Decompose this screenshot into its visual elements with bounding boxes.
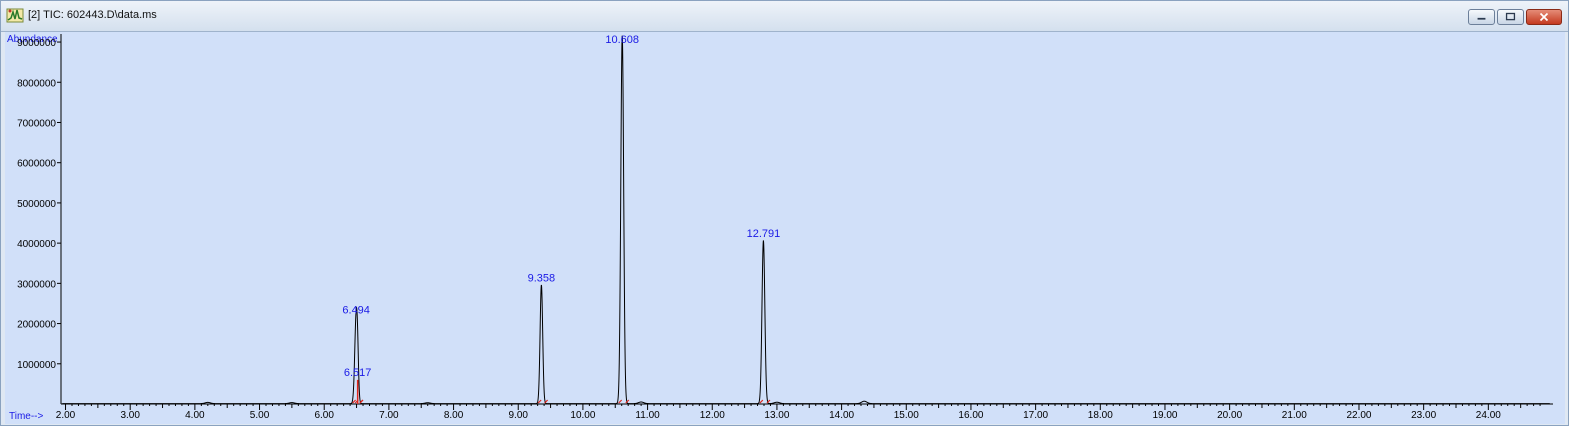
peak-label[interactable]: 6.517 (344, 367, 372, 379)
x-tick-label: 15.00 (894, 410, 919, 421)
integration-mark (625, 399, 630, 404)
x-tick-label: 13.00 (764, 410, 789, 421)
x-tick-label: 2.00 (56, 410, 76, 421)
y-tick-label: 2000000 (17, 320, 56, 331)
x-tick-label: 9.00 (509, 410, 529, 421)
x-tick-label: 20.00 (1217, 410, 1242, 421)
minimize-button[interactable] (1468, 9, 1495, 25)
y-tick-label: 3000000 (17, 279, 56, 290)
tic-trace (62, 35, 1550, 405)
y-tick-label: 4000000 (17, 239, 56, 250)
minimize-icon (1477, 17, 1486, 20)
maximize-button[interactable] (1497, 9, 1524, 25)
x-tick-label: 22.00 (1346, 410, 1371, 421)
x-tick-label: 19.00 (1152, 410, 1177, 421)
y-axis-label: Abundance (7, 34, 58, 45)
window-title: [2] TIC: 602443.D\data.ms (28, 9, 157, 21)
x-tick-label: 17.00 (1023, 410, 1048, 421)
x-tick-label: 5.00 (250, 410, 270, 421)
y-tick-label: 6000000 (17, 159, 56, 170)
axes (60, 34, 1553, 405)
y-tick-label: 7000000 (17, 118, 56, 129)
x-axis-label: Time--> (9, 411, 44, 422)
peak-label[interactable]: 6.494 (342, 305, 370, 317)
x-tick-label: 3.00 (120, 410, 140, 421)
integration-mark (537, 399, 542, 404)
y-tick-label: 5000000 (17, 199, 56, 210)
x-tick-label: 12.00 (700, 410, 725, 421)
peak-label[interactable]: 12.791 (747, 228, 781, 240)
x-tick-label: 24.00 (1476, 410, 1501, 421)
x-tick-label: 23.00 (1411, 410, 1436, 421)
x-tick-label: 10.00 (570, 410, 595, 421)
integration-mark (359, 399, 364, 404)
tic-chart: Abundance Time--> 1000000 2000000 3000000 4… (7, 34, 1553, 422)
maximize-icon (1505, 12, 1516, 21)
integration-mark (618, 399, 623, 404)
integration-mark (544, 399, 549, 404)
y-tick-label: 8000000 (17, 78, 56, 89)
x-tick-label: 16.00 (958, 410, 983, 421)
chromatogram-plot[interactable]: Abundance Time--> 1000000 2000000 3000000 4… (5, 32, 1565, 424)
x-tick-label: 18.00 (1088, 410, 1113, 421)
y-ticks: 1000000 2000000 3000000 4000000 5000000 60000… (17, 38, 61, 371)
integration-mark (352, 399, 357, 404)
x-tick-label: 8.00 (444, 410, 464, 421)
peak-label[interactable]: 10.608 (605, 34, 639, 46)
x-ticks: 2.00 3.00 4.00 5.00 6.00 7.00 8.00 9.00 10.00 11.… (56, 404, 1541, 421)
x-tick-label: 11.00 (635, 410, 660, 421)
y-tick-label: 9000000 (17, 38, 56, 49)
x-tick-label: 14.00 (829, 410, 854, 421)
close-icon (1539, 12, 1549, 22)
peak-labels: 6.494 6.517 9.358 10.608 12.791 (342, 34, 780, 379)
integration-marks (352, 379, 771, 404)
close-button[interactable] (1526, 9, 1562, 25)
integration-mark (759, 399, 764, 404)
x-tick-label: 4.00 (185, 410, 205, 421)
x-tick-label: 7.00 (379, 410, 399, 421)
title-bar[interactable]: [2] TIC: 602443.D\data.ms (1, 1, 1568, 32)
chromatogram-app-icon (6, 8, 24, 23)
x-tick-label: 6.00 (314, 410, 334, 421)
y-tick-label: 1000000 (17, 360, 56, 371)
x-tick-label: 21.00 (1282, 410, 1307, 421)
peak-label[interactable]: 9.358 (528, 272, 556, 284)
integration-mark (766, 399, 771, 404)
